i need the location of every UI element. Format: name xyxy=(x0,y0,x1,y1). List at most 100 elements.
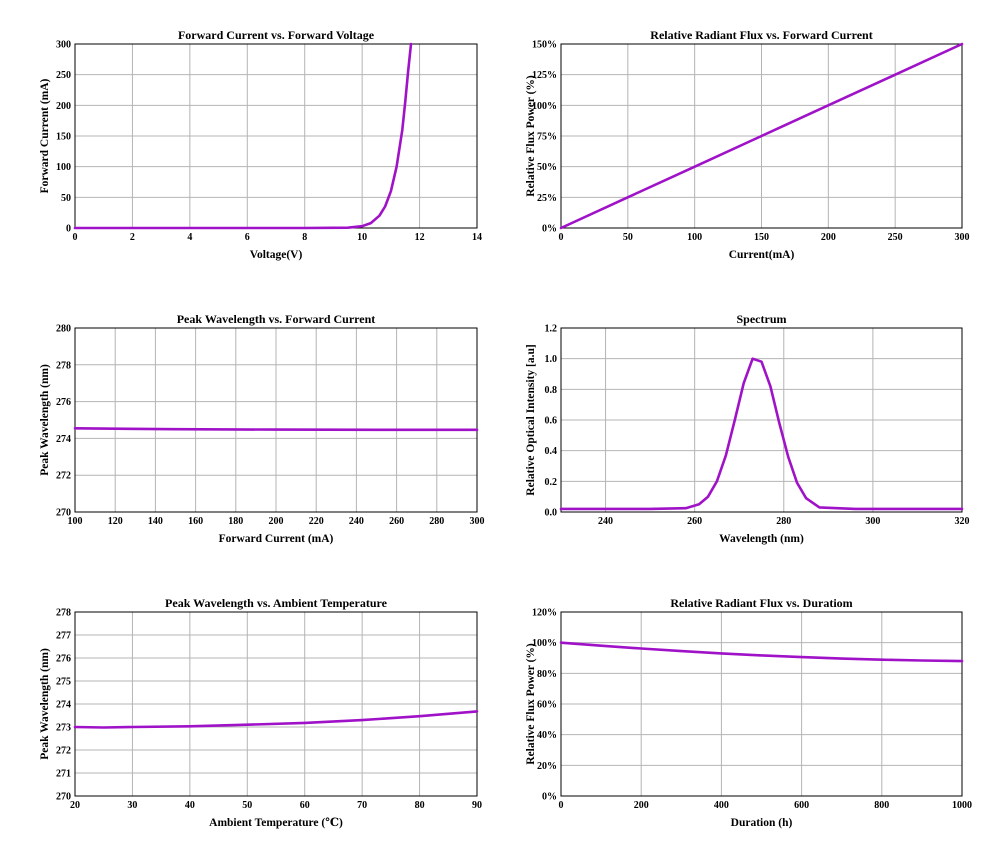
chart-title: Relative Radiant Flux vs. Duratiom xyxy=(670,596,852,610)
x-tick-label: 260 xyxy=(687,516,702,527)
y-tick-label: 60% xyxy=(537,700,557,711)
y-tick-label: 273 xyxy=(56,723,71,734)
y-tick-label: 276 xyxy=(56,397,71,408)
x-tick-label: 260 xyxy=(389,516,404,527)
x-tick-label: 240 xyxy=(598,516,613,527)
y-tick-label: 0% xyxy=(542,792,557,803)
x-tick-label: 120 xyxy=(108,516,123,527)
y-tick-label: 50 xyxy=(61,193,71,204)
plot-frame xyxy=(74,327,478,513)
chart-panel-3: 100 120 140 160 180 200 220 240 260 280 300 270 272 2… xyxy=(39,312,485,545)
x-tick-label: 50 xyxy=(242,800,252,811)
y-tick-label: 25% xyxy=(537,193,557,204)
x-tick-label: 4 xyxy=(187,232,192,243)
chart-title: Peak Wavelength vs. Forward Current xyxy=(177,312,376,326)
y-tick-label: 272 xyxy=(56,746,71,757)
y-tick-label: 274 xyxy=(56,434,71,445)
y-tick-label: 100% xyxy=(532,101,557,112)
y-tick-label: 0.2 xyxy=(545,477,558,488)
chart-panel-4: 240 260 280 300 320 0.0 0.2 0.4 0.6 0.8 1.0 1.2 Spec… xyxy=(525,312,970,545)
chart-title: Forward Current vs. Forward Voltage xyxy=(178,28,375,42)
x-tick-label: 100 xyxy=(687,232,702,243)
x-tick-label: 70 xyxy=(357,800,367,811)
chart-panel-2: 0 50 100 150 200 250 300 0% 25% 50% 75% 100% 125% 150… xyxy=(525,28,970,261)
chart-title: Relative Radiant Flux vs. Forward Curren… xyxy=(650,28,872,42)
x-tick-label: 280 xyxy=(776,516,791,527)
y-tick-label: 271 xyxy=(56,769,71,780)
x-tick-label: 600 xyxy=(794,800,809,811)
chart-panel-6: 0 200 400 600 800 1000 0% 20% 40% 60% 80% 100% 120% R… xyxy=(525,596,972,829)
x-tick-label: 10 xyxy=(357,232,367,243)
y-axis-label: Peak Wavelength (nm) xyxy=(39,648,51,760)
y-tick-label: 150 xyxy=(56,132,71,143)
y-tick-label: 1.2 xyxy=(545,324,558,335)
x-tick-label: 220 xyxy=(309,516,324,527)
y-tick-label: 200 xyxy=(56,101,71,112)
x-tick-label: 12 xyxy=(415,232,425,243)
y-tick-label: 0 xyxy=(66,224,71,235)
x-tick-label: 160 xyxy=(188,516,203,527)
series-line xyxy=(73,42,413,230)
x-axis-label: Voltage(V) xyxy=(250,249,303,261)
x-tick-label: 0 xyxy=(73,232,78,243)
x-tick-label: 30 xyxy=(127,800,137,811)
y-tick-label: 0.8 xyxy=(545,385,558,396)
y-axis-label: Peak Wavelength (nm) xyxy=(39,364,51,476)
y-tick-label: 278 xyxy=(56,608,71,619)
y-tick-label: 20% xyxy=(537,761,557,772)
x-axis-label: Forward Current (mA) xyxy=(219,533,334,545)
y-tick-label: 120% xyxy=(532,608,557,619)
series-line xyxy=(73,426,479,432)
plot-frame xyxy=(560,327,963,513)
x-tick-label: 100 xyxy=(68,516,83,527)
x-tick-label: 300 xyxy=(955,232,970,243)
x-axis-label: Current(mA) xyxy=(729,249,795,261)
x-tick-label: 40 xyxy=(185,800,195,811)
y-axis-label: Relative Flux Power (%) xyxy=(525,75,537,197)
series-line xyxy=(559,641,964,663)
x-tick-label: 200 xyxy=(269,516,284,527)
chart-title: Peak Wavelength vs. Ambient Temperature xyxy=(165,596,388,610)
chart-panel-5: 20 30 40 50 60 70 80 90 270 271 272 273 274 275 276 277… xyxy=(39,596,482,829)
y-tick-label: 276 xyxy=(56,654,71,665)
series-line xyxy=(559,42,964,230)
x-tick-label: 90 xyxy=(472,800,482,811)
y-axis-label: Forward Current (mA) xyxy=(39,78,51,193)
x-tick-label: 300 xyxy=(470,516,485,527)
y-tick-label: 125% xyxy=(532,70,557,81)
x-tick-label: 150 xyxy=(754,232,769,243)
y-tick-label: 0% xyxy=(542,224,557,235)
y-tick-label: 1.0 xyxy=(545,354,558,365)
x-tick-label: 0 xyxy=(559,800,564,811)
y-tick-label: 0.6 xyxy=(545,416,558,427)
y-tick-label: 270 xyxy=(56,508,71,519)
y-tick-label: 270 xyxy=(56,792,71,803)
series-line xyxy=(559,357,964,511)
y-tick-label: 280 xyxy=(56,324,71,335)
x-tick-label: 400 xyxy=(714,800,729,811)
x-tick-label: 80 xyxy=(415,800,425,811)
y-tick-label: 100 xyxy=(56,162,71,173)
x-tick-label: 250 xyxy=(888,232,903,243)
y-tick-label: 80% xyxy=(537,669,557,680)
x-tick-label: 1000 xyxy=(952,800,972,811)
x-tick-label: 14 xyxy=(472,232,482,243)
x-axis-label: Ambient Temperature (℃) xyxy=(209,817,343,829)
x-tick-label: 2 xyxy=(130,232,135,243)
x-tick-label: 200 xyxy=(634,800,649,811)
x-tick-label: 280 xyxy=(429,516,444,527)
x-tick-label: 240 xyxy=(349,516,364,527)
x-tick-label: 180 xyxy=(228,516,243,527)
y-tick-label: 275 xyxy=(56,677,71,688)
x-tick-label: 300 xyxy=(865,516,880,527)
y-tick-label: 40% xyxy=(537,730,557,741)
x-tick-label: 60 xyxy=(300,800,310,811)
series-line xyxy=(73,710,479,729)
x-tick-label: 800 xyxy=(874,800,889,811)
x-tick-label: 0 xyxy=(559,232,564,243)
y-tick-label: 272 xyxy=(56,471,71,482)
y-tick-label: 0.4 xyxy=(545,446,558,457)
y-tick-label: 277 xyxy=(56,631,71,642)
y-tick-label: 278 xyxy=(56,360,71,371)
plot-frame xyxy=(560,43,963,229)
